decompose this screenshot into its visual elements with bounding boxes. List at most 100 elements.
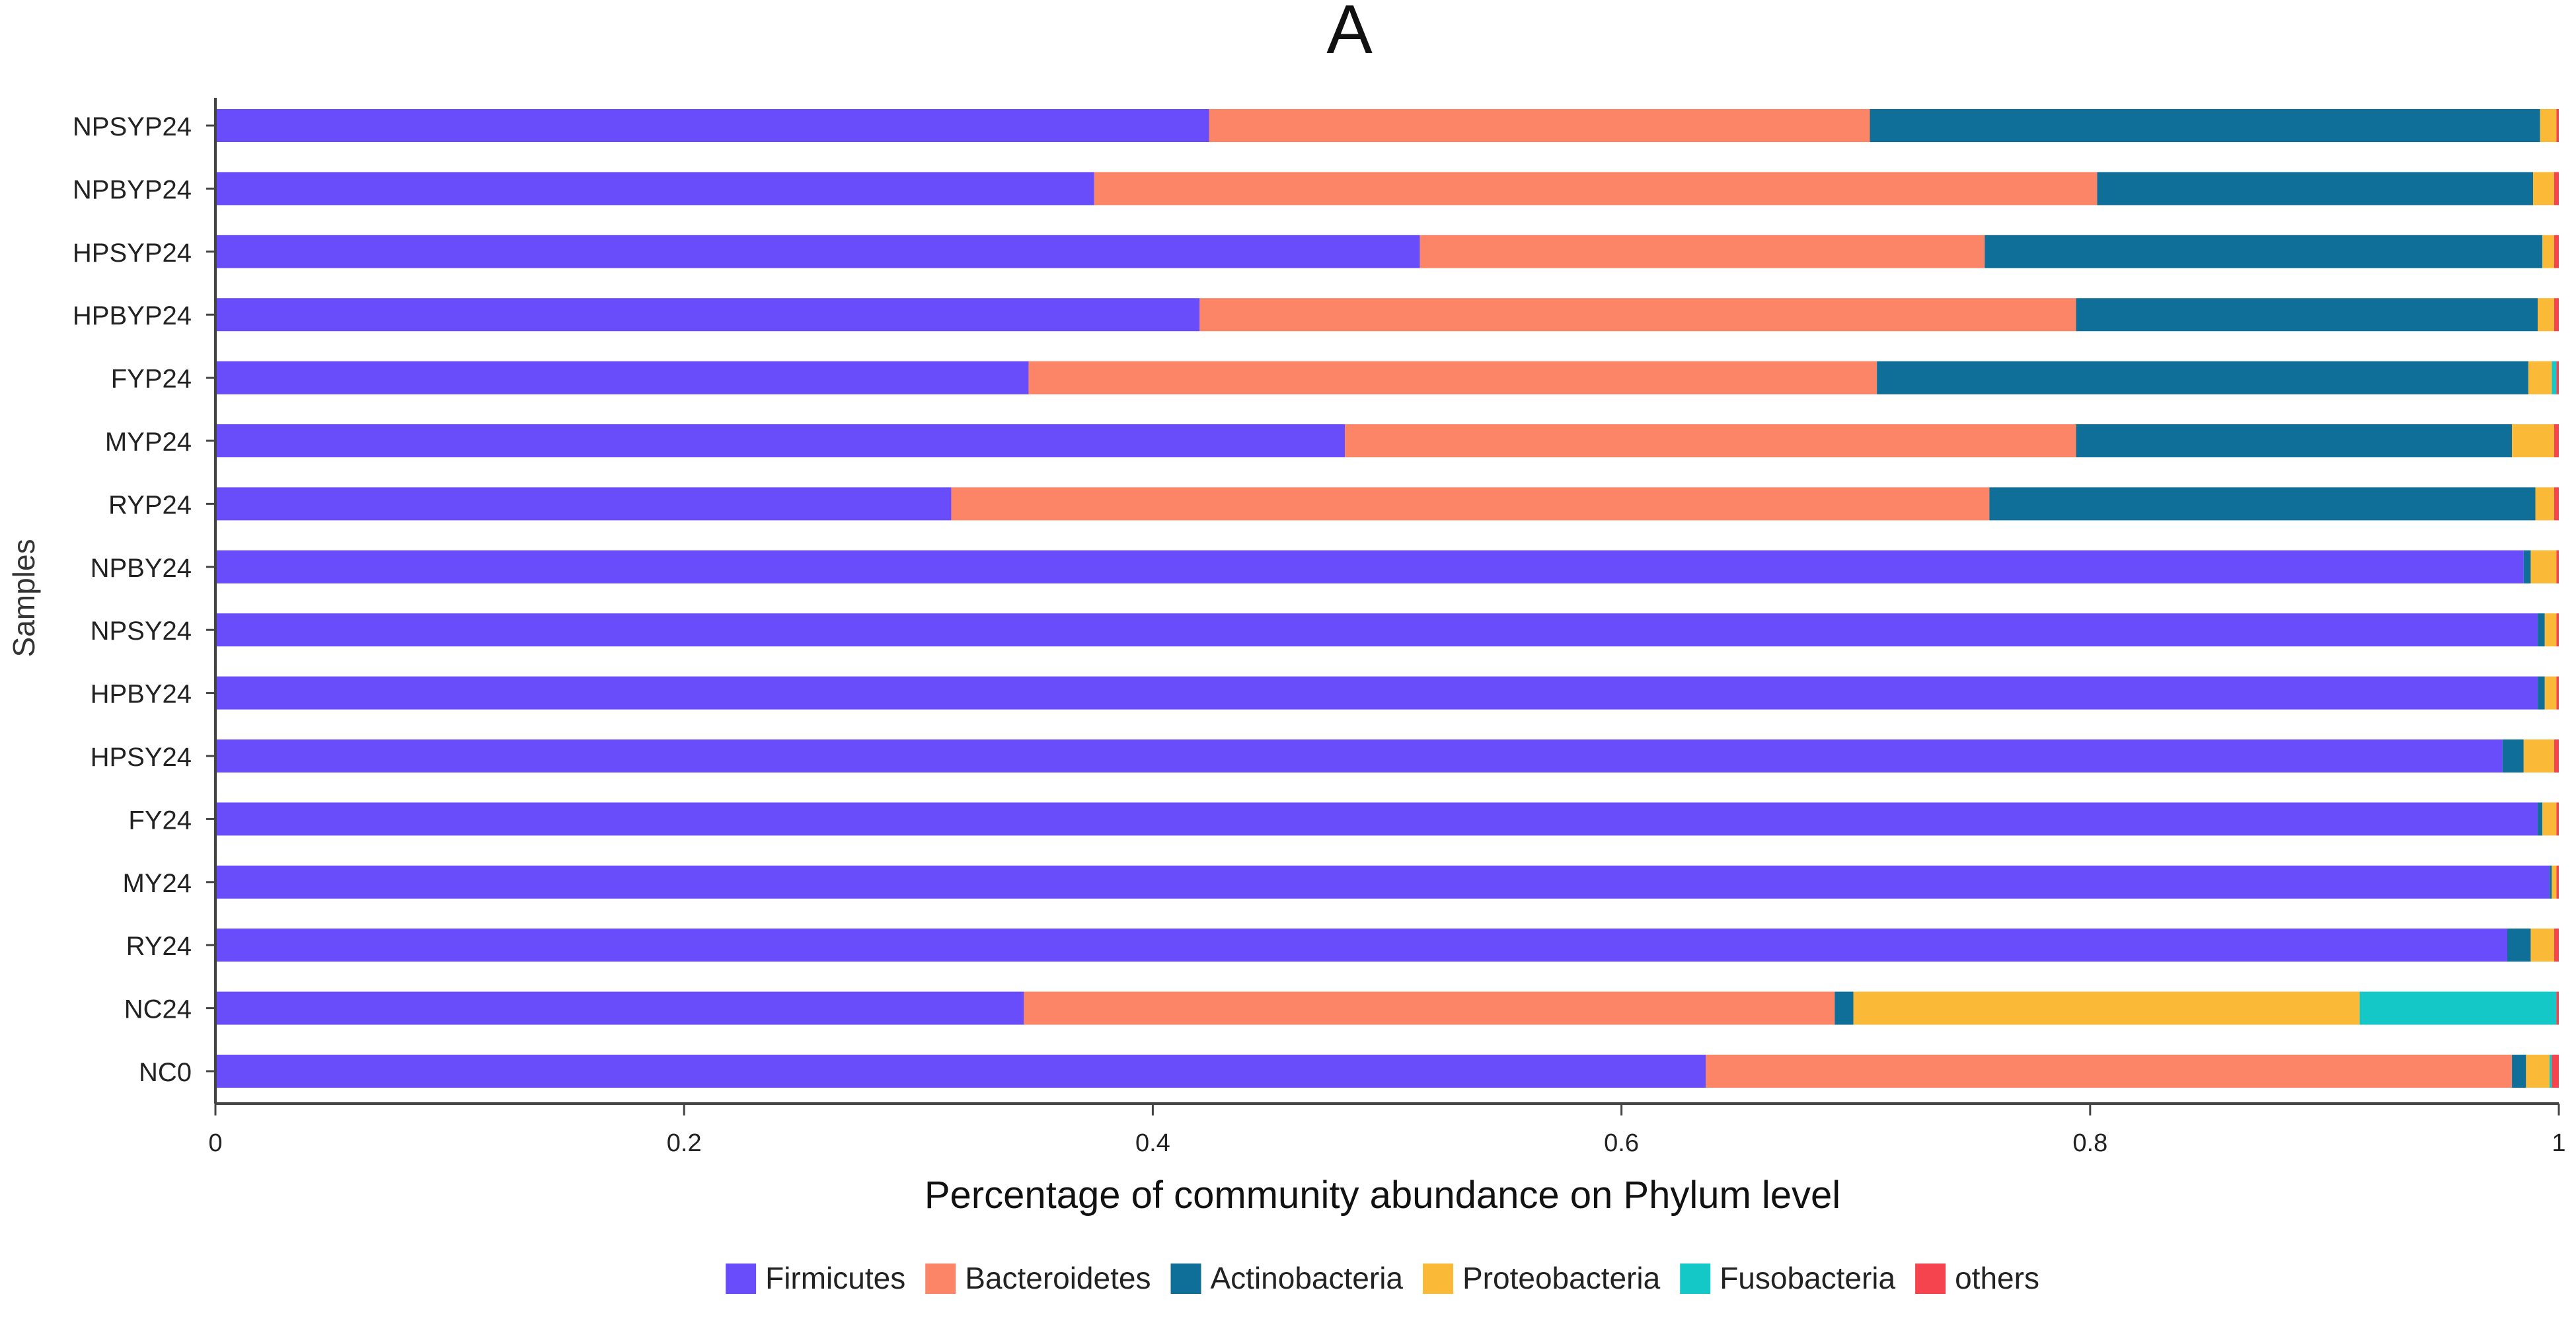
bar-segment-hpby24-others (2556, 676, 2559, 710)
bar-segment-npby24-actinobacteria (2523, 550, 2531, 584)
bar-segment-fyp24-actinobacteria (1877, 361, 2528, 395)
bar-segment-npsy24-firmicutes (215, 613, 2538, 647)
bar-segment-fyp24-firmicutes (215, 361, 1029, 395)
legend-label-proteobacteria: Proteobacteria (1462, 1261, 1661, 1295)
bar-segment-ryp24-firmicutes (215, 487, 952, 521)
bar-segment-ry24-firmicutes (215, 928, 2507, 962)
bar-segment-ry24-proteobacteria (2530, 928, 2554, 962)
bar-segment-hpsyp24-firmicutes (215, 235, 1420, 268)
legend-swatch-fusobacteria (1680, 1264, 1711, 1294)
bar-segment-ry24-actinobacteria (2507, 928, 2531, 962)
y-tick-label: HPSY24 (91, 743, 192, 772)
y-axis-label: Samples (7, 539, 41, 658)
bar-segment-my24-others (2556, 865, 2559, 899)
bar-segment-nc0-others (2552, 1055, 2559, 1088)
bar-segment-nc24-bacteroidetes (1024, 991, 1835, 1025)
legend-swatch-others (1915, 1264, 1946, 1294)
bar-segment-fy24-proteobacteria (2542, 802, 2557, 836)
y-tick-label: HPBY24 (91, 680, 192, 709)
legend-label-others: others (1955, 1261, 2039, 1295)
x-tick-labels: 0 0.2 0.4 0.6 0.8 1 (208, 1104, 2566, 1157)
legend-swatch-proteobacteria (1423, 1264, 1453, 1294)
bar-segment-npsyp24-firmicutes (215, 109, 1209, 142)
y-tick-label: MYP24 (105, 428, 192, 457)
bar-segment-ryp24-proteobacteria (2535, 487, 2554, 521)
y-tick-label: HPSYP24 (73, 239, 192, 268)
y-tick-labels: NPSYP24 NPBYP24 HPSYP24 HPBYP24 FYP24 MYP24 RY… (73, 112, 215, 1087)
y-tick-label: MY24 (123, 869, 192, 898)
bar-segment-my24-actinobacteria (2549, 865, 2552, 899)
bar-segment-hpsyp24-proteobacteria (2542, 235, 2554, 268)
bar-segment-npsyp24-bacteroidetes (1209, 109, 1870, 142)
y-tick-label: HPBYP24 (73, 301, 192, 330)
y-tick-label: NPSYP24 (73, 112, 192, 141)
bars-layer (215, 109, 2559, 1088)
bar-segment-hpsy24-actinobacteria (2502, 739, 2524, 773)
bar-segment-fyp24-proteobacteria (2528, 361, 2552, 395)
bar-segment-npbyp24-actinobacteria (2097, 172, 2533, 206)
bar-segment-fyp24-others (2556, 361, 2559, 395)
bar-segment-ry24-others (2554, 928, 2559, 962)
bar-segment-hpsy24-firmicutes (215, 739, 2503, 773)
bar-segment-hpbyp24-others (2554, 298, 2559, 332)
bar-segment-myp24-firmicutes (215, 424, 1345, 457)
bar-segment-npby24-others (2556, 550, 2559, 584)
bar-segment-hpsyp24-others (2554, 235, 2559, 268)
bar-segment-my24-proteobacteria (2552, 865, 2557, 899)
legend-swatch-bacteroidetes (925, 1264, 956, 1294)
y-tick-label: NPSY24 (91, 617, 192, 646)
bar-segment-ryp24-actinobacteria (1989, 487, 2536, 521)
bar-segment-npbyp24-bacteroidetes (1094, 172, 2098, 206)
bar-segment-myp24-others (2554, 424, 2559, 457)
bar-segment-nc0-bacteroidetes (1706, 1055, 2513, 1088)
bar-segment-npsy24-others (2556, 613, 2559, 647)
bar-segment-npsy24-actinobacteria (2538, 613, 2545, 647)
x-tick-label: 0 (208, 1129, 222, 1157)
bar-segment-npbyp24-proteobacteria (2532, 172, 2554, 206)
bar-segment-ryp24-bacteroidetes (951, 487, 1990, 521)
bar-segment-nc0-actinobacteria (2512, 1055, 2526, 1088)
bar-segment-ryp24-others (2554, 487, 2559, 521)
bar-segment-npby24-proteobacteria (2530, 550, 2557, 584)
x-tick-label: 0.4 (1135, 1129, 1170, 1157)
bar-segment-hpsy24-others (2554, 739, 2559, 773)
bar-segment-hpby24-proteobacteria (2544, 676, 2557, 710)
y-tick-label: NPBYP24 (73, 175, 192, 204)
bar-segment-fyp24-bacteroidetes (1028, 361, 1877, 395)
bar-segment-fy24-actinobacteria (2538, 802, 2543, 836)
bar-segment-hpsyp24-actinobacteria (1985, 235, 2543, 268)
bar-segment-fy24-firmicutes (215, 802, 2538, 836)
bar-segment-nc0-fusobacteria (2549, 1055, 2552, 1088)
legend-swatch-actinobacteria (1170, 1264, 1201, 1294)
bar-segment-npsyp24-others (2556, 109, 2559, 142)
bar-segment-nc24-fusobacteria (2359, 991, 2557, 1025)
bar-segment-hpbyp24-actinobacteria (2076, 298, 2538, 332)
bar-segment-myp24-actinobacteria (2076, 424, 2513, 457)
legend-label-bacteroidetes: Bacteroidetes (965, 1261, 1151, 1295)
y-tick-label: FY24 (128, 806, 192, 835)
bar-segment-hpsyp24-bacteroidetes (1420, 235, 1985, 268)
y-tick-label: RY24 (126, 932, 192, 961)
bar-segment-hpbyp24-firmicutes (215, 298, 1200, 332)
bar-segment-nc0-firmicutes (215, 1055, 1706, 1088)
bar-segment-hpbyp24-proteobacteria (2538, 298, 2554, 332)
bar-segment-hpsy24-proteobacteria (2523, 739, 2554, 773)
bar-segment-myp24-bacteroidetes (1345, 424, 2076, 457)
bar-segment-nc0-proteobacteria (2526, 1055, 2550, 1088)
y-tick-label: NC0 (139, 1058, 192, 1087)
legend: Firmicutes Bacteroidetes Actinobacteria Pro… (726, 1261, 2039, 1295)
bar-segment-hpby24-firmicutes (215, 676, 2538, 710)
bar-segment-nc24-proteobacteria (1853, 991, 2360, 1025)
bar-segment-npbyp24-others (2554, 172, 2559, 206)
bar-segment-nc24-firmicutes (215, 991, 1024, 1025)
x-axis-label: Percentage of community abundance on Phy… (925, 1174, 1840, 1217)
x-tick-label: 0.6 (1604, 1129, 1639, 1157)
bar-segment-npsyp24-proteobacteria (2540, 109, 2557, 142)
chart-title: A (1326, 0, 1373, 68)
bar-segment-hpbyp24-bacteroidetes (1199, 298, 2076, 332)
bar-segment-npbyp24-firmicutes (215, 172, 1094, 206)
bar-segment-fyp24-fusobacteria (2552, 361, 2557, 395)
y-tick-label: RYP24 (108, 490, 192, 519)
